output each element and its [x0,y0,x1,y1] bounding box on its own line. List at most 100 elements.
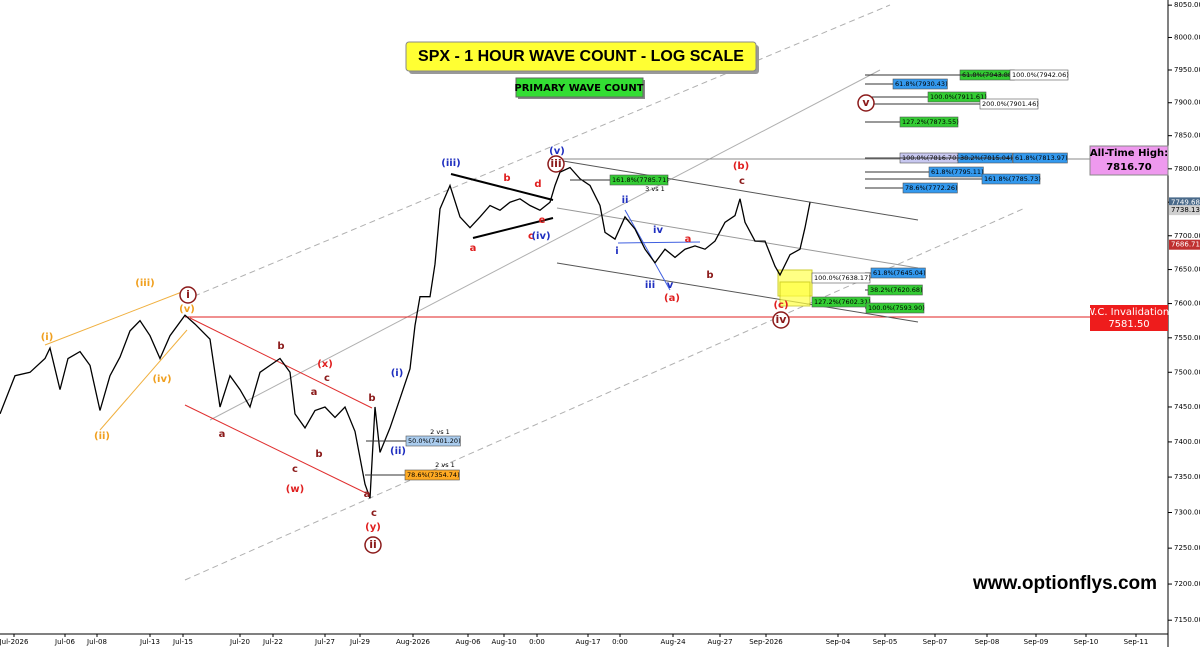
fib-box [902,182,958,194]
fib-box [981,173,1041,185]
wave-label: b [503,173,510,184]
wave-label: iv [653,225,663,236]
wave-label: (c) [773,300,788,311]
x-tick-label: Jul-27 [314,638,335,646]
fib-label: 50.0%(7401.20) [408,437,461,445]
invalidation-title: W.C. Invalidation: [1085,307,1172,318]
x-tick-label: 0:00 [612,638,628,646]
title-box [405,41,757,72]
red-channel [184,404,371,496]
y-tick-label: 7900.00 [1174,99,1200,107]
wave-label: iv [776,313,788,326]
x-tick-label: Aug-06 [455,638,481,646]
fib-label: 100.0%(7638.17) [814,274,871,282]
price-line [0,166,811,499]
wave-label: b [368,393,375,404]
desc-channel [556,159,919,221]
fib-label: 38.2%(7620.68) [870,286,923,294]
target-zone [779,281,811,307]
wave-label: a [685,234,692,245]
note: 2 vs 1 [435,461,455,469]
wave-label: b [315,449,322,460]
fib-box [865,302,925,314]
wave-label: e [539,215,546,226]
fib-label: 100.0%(7942.06) [1012,71,1069,79]
triangle-line [450,173,554,201]
fib-box [870,267,926,279]
x-tick-label: Jul-08 [86,638,107,646]
x-tick-label: Jul-22 [262,638,283,646]
wave-label: d [534,179,541,190]
fib-label: 78.6%(7772.26) [905,184,958,192]
wave-circle [857,94,875,112]
y-tick-label: 7400.00 [1174,438,1200,446]
x-tick-label: Jul-20 [229,638,250,646]
wave-label: (v) [179,304,195,315]
y-tick-label: 7300.00 [1174,508,1200,516]
wave-label: (b) [733,161,749,172]
note: 3 vs 1 [645,185,665,193]
fib-label: 100.0%(7593.90) [868,304,925,312]
fib-box [979,98,1039,110]
x-tick-label: Jul-13 [139,638,160,646]
wave-label: iii [645,280,655,291]
wave-label: a [311,387,318,398]
x-tick-label: Aug-17 [575,638,600,646]
fib-box [811,296,871,308]
x-tick-label: Jul-29 [349,638,370,646]
fib-box [1012,152,1068,164]
fib-label: 127.2%(7873.55) [902,118,959,126]
y-tick-label: 7550.00 [1174,334,1200,342]
price-tag [1169,197,1200,208]
wave-label: b [706,270,713,281]
x-tick-label: 0:00 [529,638,545,646]
y-tick-label: 7800.00 [1174,165,1200,173]
triangle-line [472,217,554,239]
invalidation-box [1090,305,1168,331]
desc-channel [556,262,919,323]
wave-label: b [277,341,284,352]
x-tick-label: Jul-15 [172,638,193,646]
fib-box [892,78,948,90]
wave-label: (ii) [94,431,110,442]
wave-circle [772,311,790,329]
wave-label: c [528,231,534,242]
x-tick-label: Jul-2026 [0,638,29,646]
fib-box [811,272,871,284]
fib-box [928,166,984,178]
wave-circle [179,286,197,304]
fib-label: 78.6%(7354.74) [407,471,460,479]
y-tick-label: 7150.00 [1174,616,1200,624]
price-tag-label: 7738.13 [1171,206,1200,214]
wave-circle [547,155,565,173]
fib-label: 61.8%(7795.11) [931,168,984,176]
wave-label: ii [369,538,377,551]
wave-label: ii [622,195,629,206]
wave-label: c [324,373,330,384]
ath-value: 7816.70 [1106,162,1152,173]
fib-label: 61.8%(7930.43) [895,80,948,88]
invalidation-value: 7581.50 [1108,319,1149,330]
wave-label: c [739,176,745,187]
fib-label: 161.8%(7785.71) [612,176,669,184]
wave-label: (w) [286,484,304,495]
x-tick-label: Sep-05 [873,638,898,646]
subtitle-box [515,77,644,98]
y-tick-label: 7450.00 [1174,403,1200,411]
fib-box [405,435,461,447]
desc-channel [556,207,919,269]
x-tick-label: Aug-24 [660,638,686,646]
price-tag-label: 7686.71 [1171,241,1200,249]
wave-label: a [219,429,226,440]
y-tick-label: 7850.00 [1174,132,1200,140]
y-tick-label: 7350.00 [1174,473,1200,481]
x-tick-label: Sep-04 [826,638,851,646]
x-tick-label: Sep-11 [1124,638,1149,646]
y-tick-label: 8000.00 [1174,33,1200,41]
y-tick-label: 8050.00 [1174,1,1200,9]
fib-box [609,174,669,186]
blue-line [624,209,671,291]
wave-label: (iv) [152,374,171,385]
x-tick-label: Sep-2026 [749,638,783,646]
